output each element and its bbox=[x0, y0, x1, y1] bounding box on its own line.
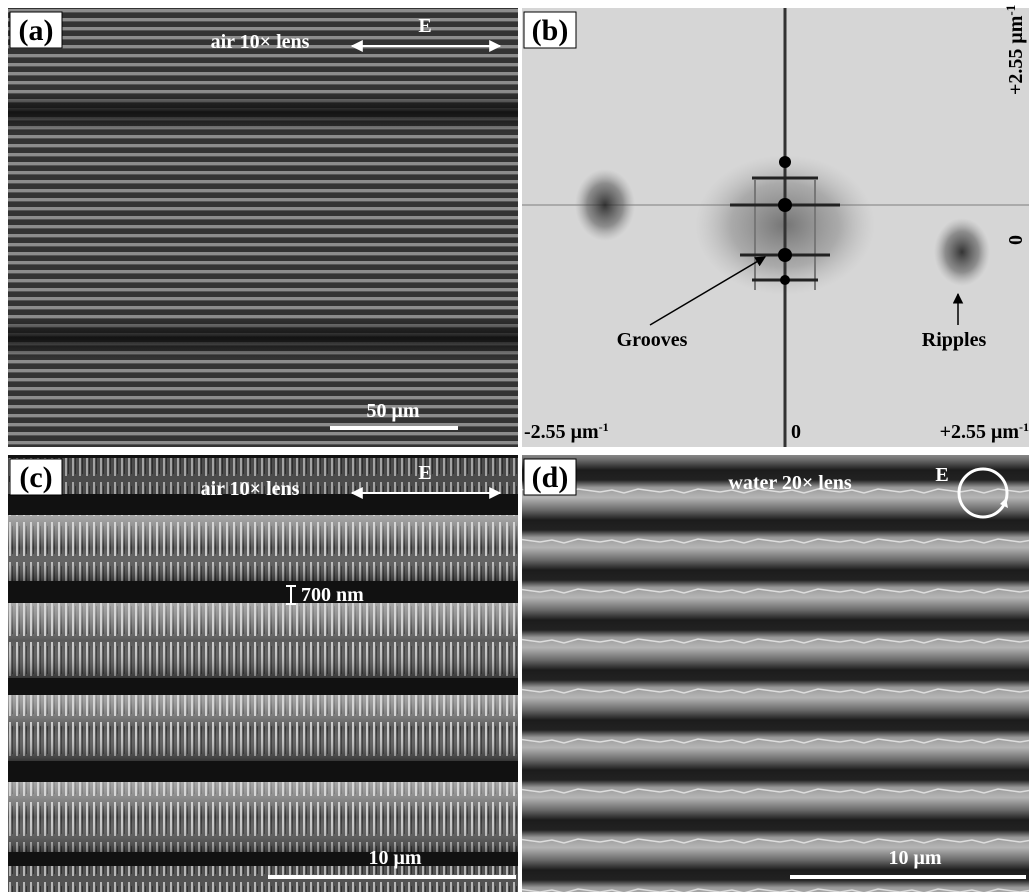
panel-label: (d) bbox=[532, 461, 569, 494]
caption: air 10× lens bbox=[211, 31, 310, 53]
panel-label: (a) bbox=[19, 14, 54, 47]
panel-a: (a) air 10× lens E 50 μm bbox=[8, 8, 518, 447]
sem-image bbox=[522, 455, 1029, 892]
annotation: Grooves bbox=[617, 329, 688, 351]
scale-label: 10 μm bbox=[369, 847, 422, 869]
y-axis-label: 0 bbox=[1005, 235, 1027, 245]
field-label: E bbox=[418, 15, 431, 37]
panel-d: (d) water 20× lens E 10 μm bbox=[522, 455, 1029, 892]
scale-label: 50 μm bbox=[367, 400, 420, 422]
x-axis-label: +2.55 μm-1 bbox=[940, 420, 1029, 443]
caption: air 10× lens bbox=[201, 478, 300, 500]
sem-image bbox=[8, 8, 518, 447]
x-axis-label: 0 bbox=[791, 421, 801, 443]
panel-b: (b) +2.55 μm-1 0 Grooves Ripples -2.55 μ… bbox=[522, 5, 1029, 447]
field-label: E bbox=[935, 464, 948, 486]
period-label: 700 nm bbox=[301, 584, 364, 606]
annotation: Ripples bbox=[922, 329, 987, 351]
field-label: E bbox=[418, 462, 431, 484]
panel-label: (b) bbox=[532, 14, 569, 47]
x-axis-label: -2.55 μm-1 bbox=[524, 420, 609, 443]
y-axis-label: +2.55 μm-1 bbox=[1003, 5, 1027, 95]
panel-c: (c) air 10× lens E 700 nm 10 μm bbox=[8, 455, 518, 892]
figure: (a) air 10× lens E 50 μm (b) +2.55 μm-1 … bbox=[0, 0, 1029, 892]
caption: water 20× lens bbox=[728, 472, 851, 494]
scale-label: 10 μm bbox=[889, 847, 942, 869]
panel-label: (c) bbox=[19, 461, 52, 494]
